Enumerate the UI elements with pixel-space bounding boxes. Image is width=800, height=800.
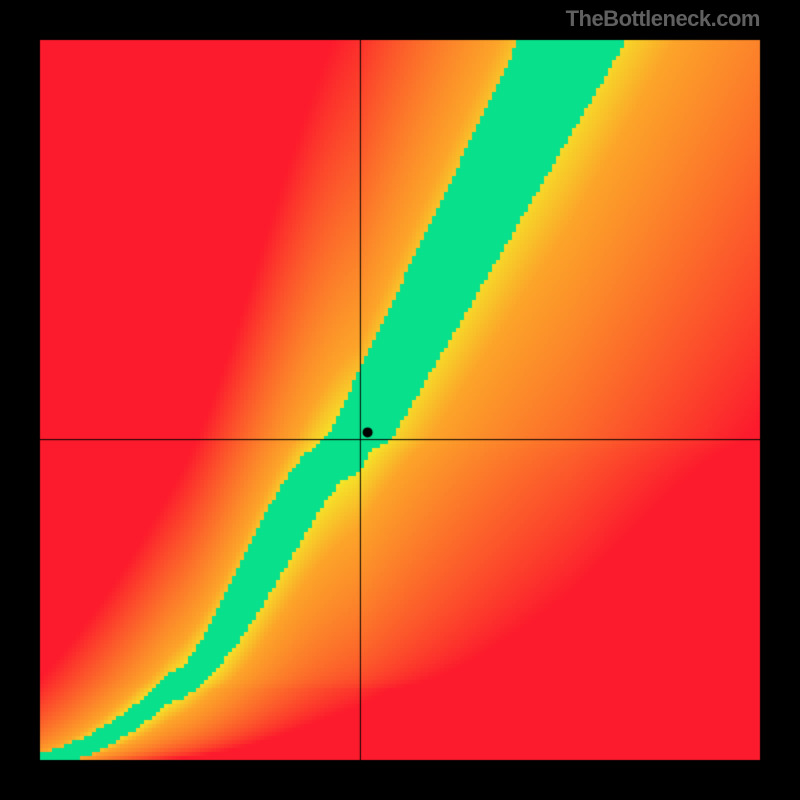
chart-container: TheBottleneck.com (0, 0, 800, 800)
bottleneck-heatmap (0, 0, 800, 800)
attribution-text: TheBottleneck.com (566, 6, 760, 32)
